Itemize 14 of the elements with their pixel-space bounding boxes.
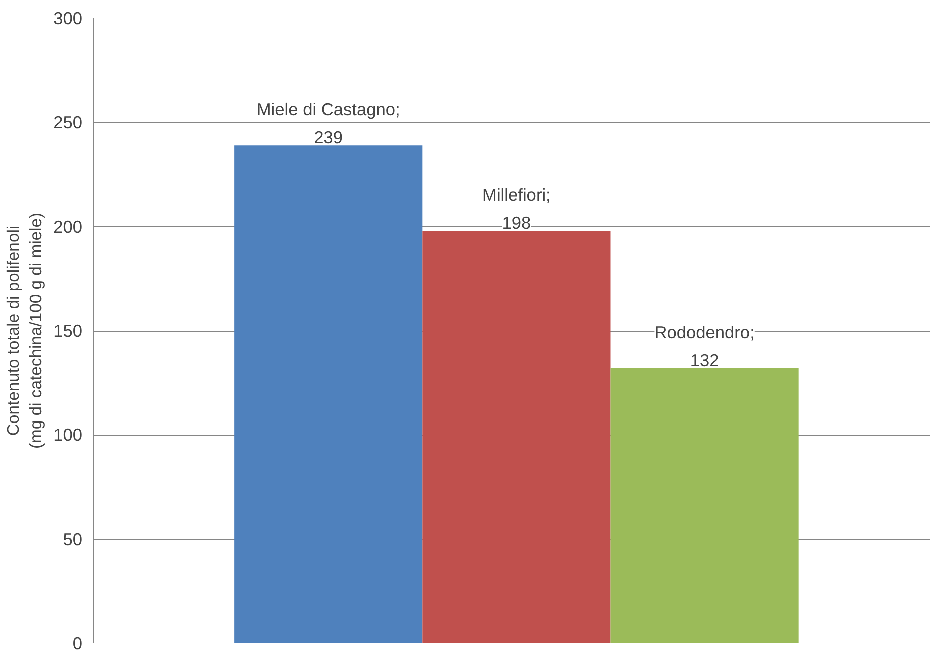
bar bbox=[610, 368, 799, 644]
y-tick-label: 0 bbox=[72, 634, 83, 654]
y-tick-label: 150 bbox=[54, 321, 83, 341]
text: Millefiori; 198 bbox=[482, 185, 551, 233]
text: Rododendro; 132 bbox=[654, 322, 755, 370]
y-tick-label: 300 bbox=[54, 8, 83, 28]
y-tick-label: 100 bbox=[54, 425, 83, 446]
y-tick-label: 200 bbox=[54, 216, 83, 237]
y-tick-label: 250 bbox=[54, 112, 83, 133]
y-axis-title: Contenuto totale di polifenoli (mg di catechina/100 g di miele) bbox=[4, 212, 46, 450]
text: Miele di Castagno; 239 bbox=[256, 100, 400, 148]
bar bbox=[234, 146, 423, 644]
bar bbox=[422, 231, 611, 644]
y-tick-label: 50 bbox=[63, 529, 83, 550]
